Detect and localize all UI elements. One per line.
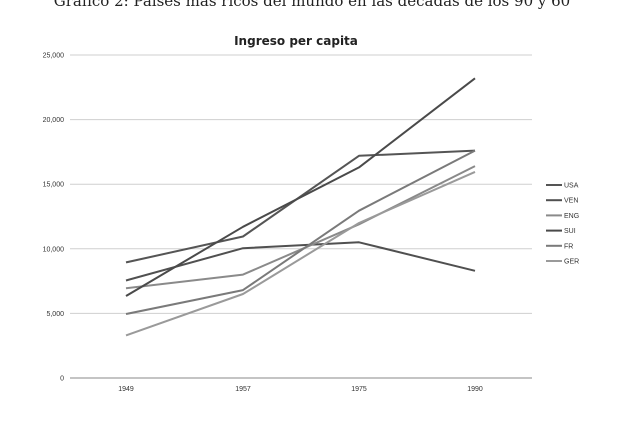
y-tick-label: 25,000 bbox=[43, 53, 65, 60]
y-tick-label: 20,000 bbox=[43, 117, 65, 124]
x-tick-label: 1975 bbox=[351, 386, 367, 393]
series-line-ven bbox=[125, 241, 476, 282]
y-tick-label: 5,000 bbox=[46, 311, 64, 318]
legend-label-fr: FR bbox=[564, 243, 573, 250]
series-line-sui bbox=[125, 77, 476, 297]
gridlines bbox=[70, 54, 532, 379]
legend-label-eng: ENG bbox=[564, 213, 579, 220]
series-line-fr bbox=[125, 149, 476, 315]
y-tick-label: 0 bbox=[60, 376, 64, 383]
y-tick-label: 10,000 bbox=[43, 246, 65, 253]
y-axis-ticks: 0 5,000 10,000 15,000 20,000 25,000 bbox=[43, 53, 65, 383]
x-tick-label: 1957 bbox=[235, 386, 251, 393]
legend-label-ger: GER bbox=[564, 259, 579, 266]
legend-label-usa: USA bbox=[564, 183, 579, 190]
series-lines bbox=[125, 77, 476, 337]
figure-caption: Gráfico 2: Países más ricos del mundo en… bbox=[53, 0, 571, 10]
series-line-ger bbox=[125, 170, 476, 337]
x-tick-label: 1949 bbox=[118, 386, 134, 393]
x-tick-label: 1990 bbox=[467, 386, 483, 393]
y-tick-label: 15,000 bbox=[43, 182, 65, 189]
legend-label-sui: SUI bbox=[564, 228, 576, 235]
x-axis-ticks: 1949 1957 1975 1990 bbox=[118, 386, 483, 393]
legend-label-ven: VEN bbox=[564, 198, 578, 205]
legend: USA VEN ENG SUI FR GER bbox=[546, 183, 579, 266]
chart-title: Ingreso per capita bbox=[234, 34, 358, 48]
